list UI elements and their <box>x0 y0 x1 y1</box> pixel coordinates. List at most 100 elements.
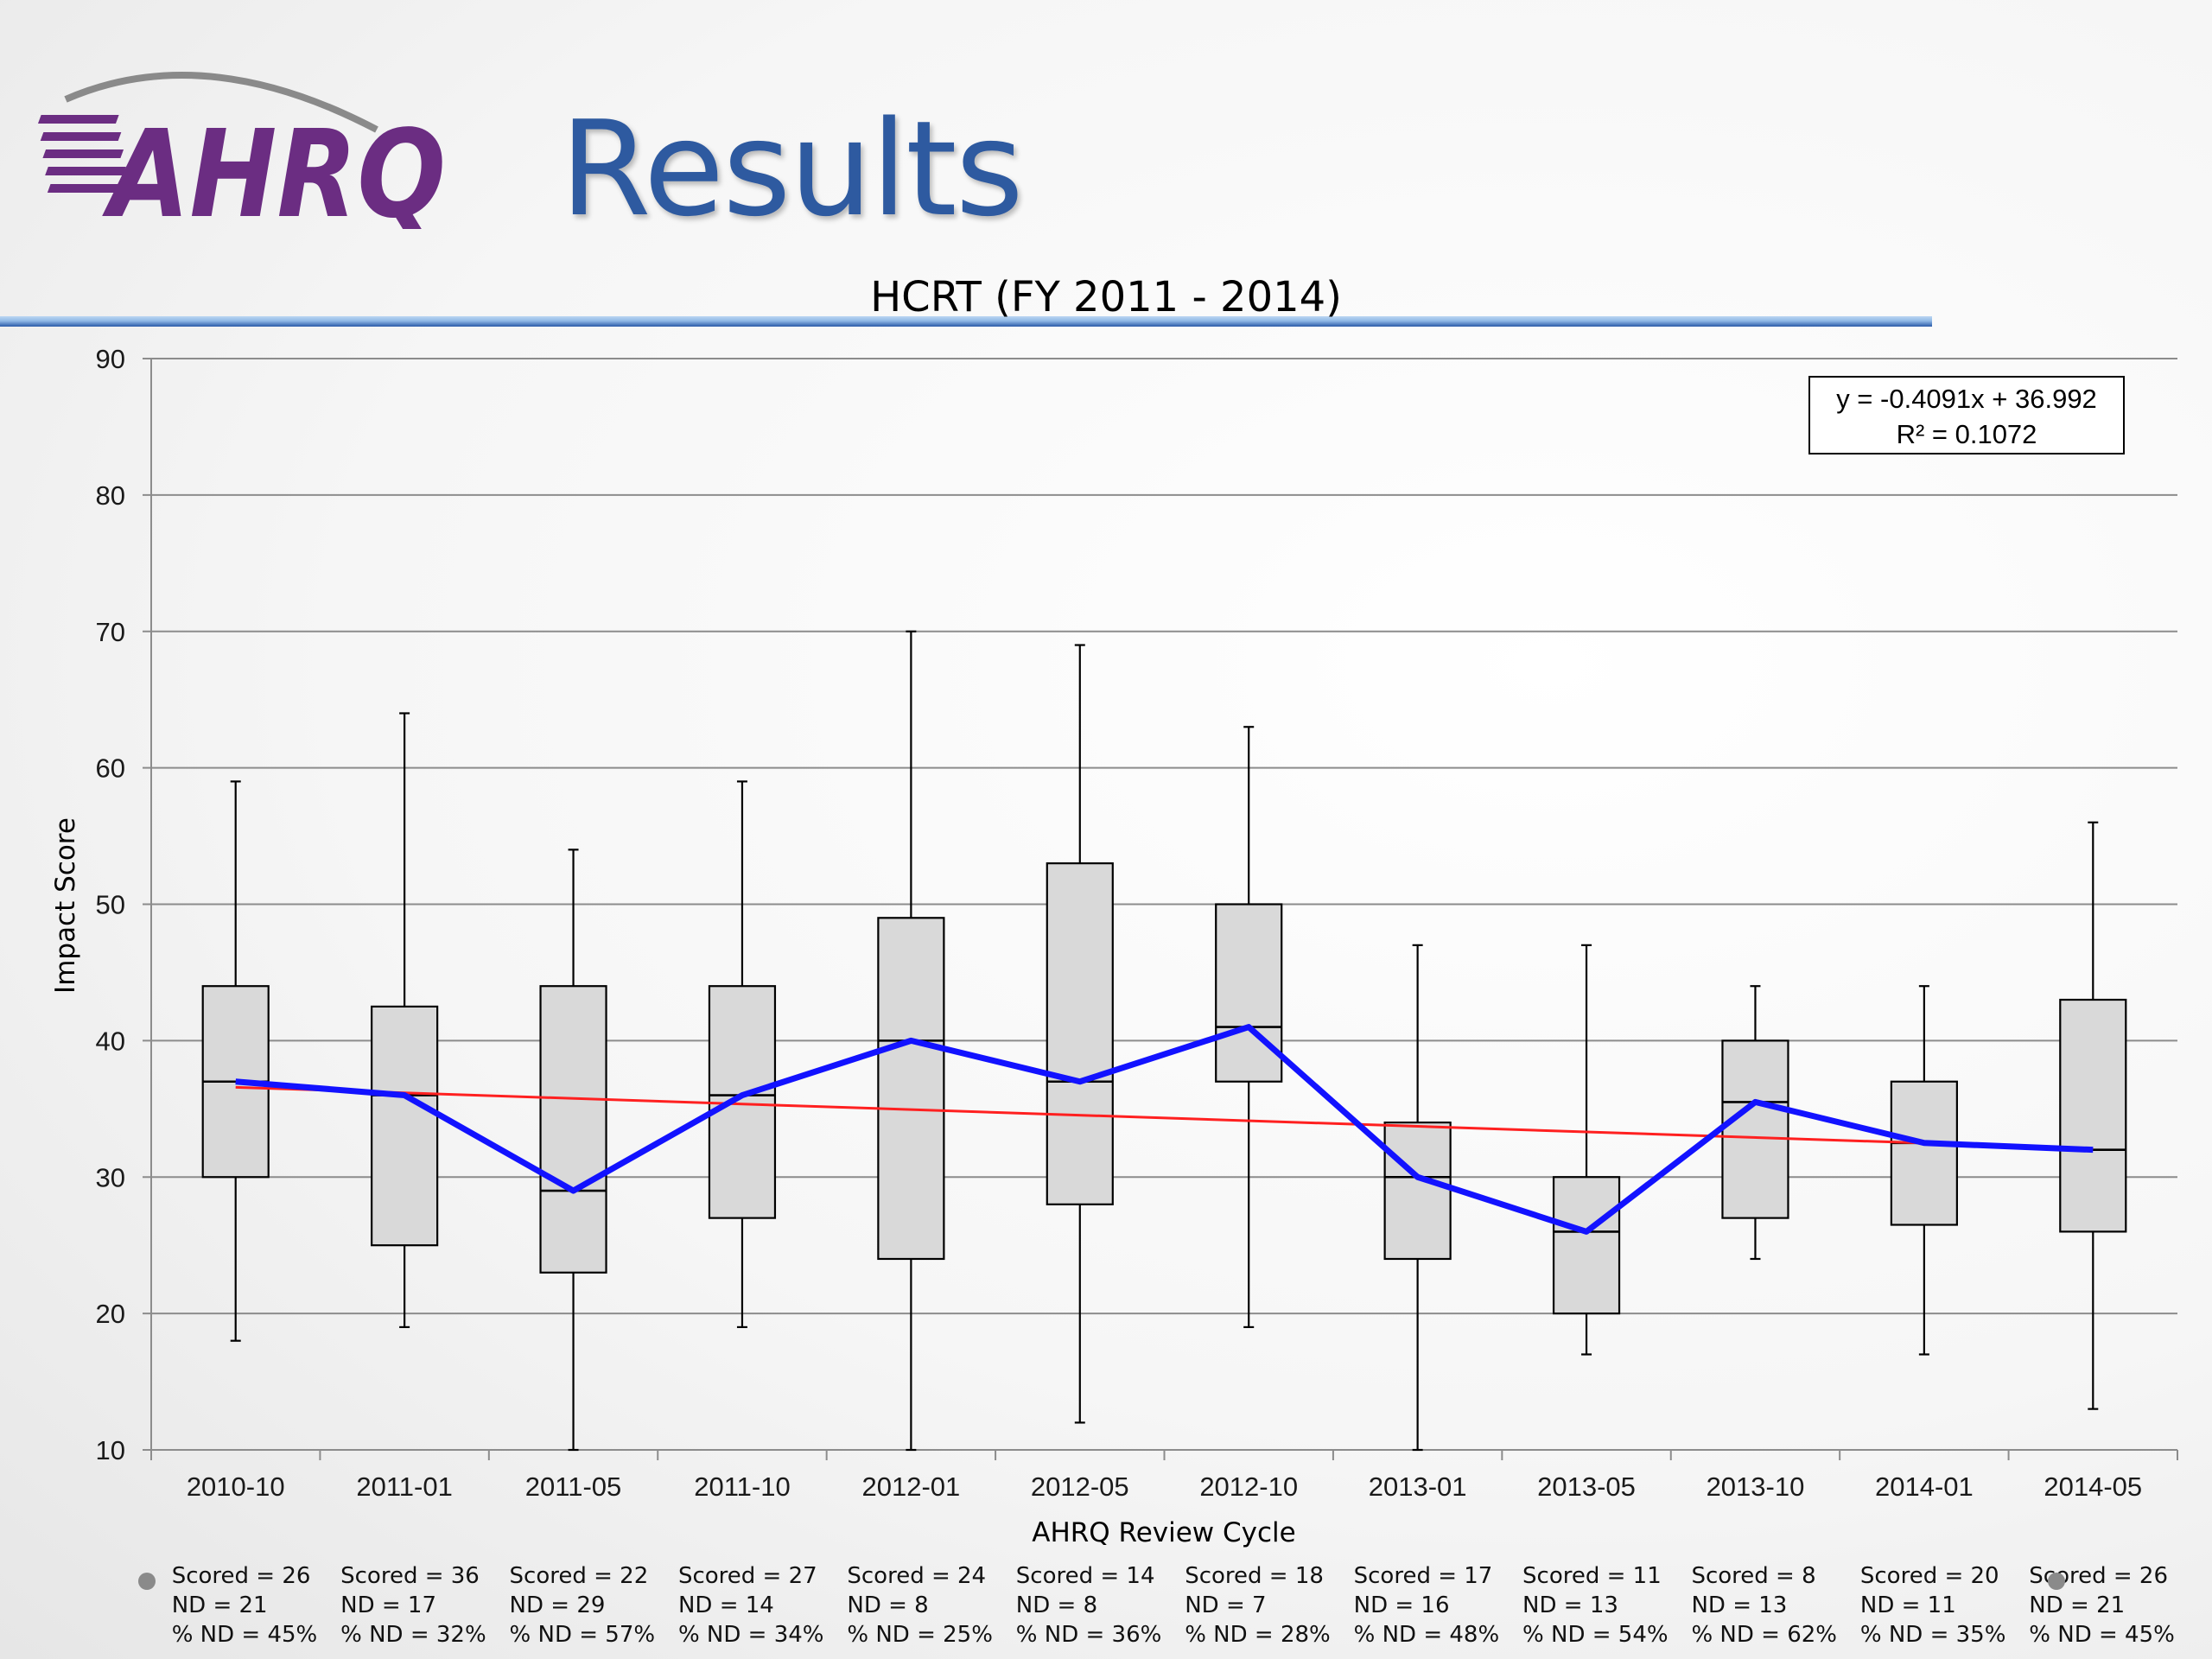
y-tick-label: 60 <box>96 753 125 784</box>
y-tick-label: 40 <box>96 1026 125 1056</box>
x-tick-label: 2011-01 <box>356 1471 452 1502</box>
stats-2014-01: Scored = 20 ND = 11 % ND = 35% <box>1860 1563 2006 1648</box>
box-2013-10 <box>1721 985 1789 1261</box>
x-tick-label: 2014-01 <box>1875 1471 1974 1502</box>
x-axis-ticks: 2010-10 2011-01 2011-05 2011-10 2012-01 2012-… <box>150 1450 2178 1502</box>
median-line <box>235 1024 2094 1235</box>
stats-scored: Scored = 22 <box>510 1563 649 1589</box>
box-2013-01 <box>1383 944 1452 1452</box>
box-plot-chart: HCRT (FY 2011 - 2014) 10 20 30 40 50 60 70 80 90… <box>50 273 2178 1648</box>
x-tick-label: 2013-01 <box>1369 1471 1467 1502</box>
x-tick-label: 2013-05 <box>1537 1471 1636 1502</box>
iqr-box <box>1215 903 1283 1083</box>
box-2011-01 <box>371 712 439 1329</box>
iqr-box <box>371 1005 439 1247</box>
x-tick-label: 2011-10 <box>694 1471 790 1502</box>
x-tick-label: 2013-10 <box>1707 1471 1805 1502</box>
stats-nd: ND = 21 <box>2029 1592 2125 1618</box>
y-tick-label: 10 <box>96 1435 125 1465</box>
stats-nd: ND = 14 <box>678 1592 774 1618</box>
stats-pct-nd: % ND = 28% <box>1185 1622 1331 1648</box>
stats-pct-nd: % ND = 57% <box>510 1622 656 1648</box>
stats-nd: ND = 8 <box>847 1592 928 1618</box>
gridlines <box>151 358 2177 1315</box>
page-title: Results <box>560 92 1024 245</box>
chart-title: HCRT (FY 2011 - 2014) <box>870 273 1342 321</box>
x-tick-label: 2014-05 <box>2044 1471 2142 1502</box>
stats-scored: Scored = 11 <box>1522 1563 1662 1589</box>
y-tick-label: 90 <box>96 344 125 374</box>
iqr-box <box>877 917 945 1261</box>
equation-box: y = -0.4091x + 36.992 R² = 0.1072 <box>1808 376 2125 454</box>
box-2014-05 <box>2059 821 2127 1410</box>
stats-scored: Scored = 17 <box>1354 1563 1493 1589</box>
category-stats: Scored = 26 ND = 21 % ND = 45% Scored = 36 N… <box>172 1563 2175 1648</box>
trendline-layer <box>235 1085 2094 1150</box>
x-tick-label: 2012-10 <box>1199 1471 1298 1502</box>
stats-pct-nd: % ND = 45% <box>2029 1622 2175 1648</box>
x-tick-label: 2011-05 <box>525 1471 621 1502</box>
box-2011-05 <box>539 849 607 1452</box>
stats-scored: Scored = 20 <box>1860 1563 1999 1589</box>
stats-2012-10: Scored = 18 ND = 7 % ND = 28% <box>1185 1563 1331 1648</box>
x-tick-label: 2012-05 <box>1031 1471 1129 1502</box>
logo-speed-lines <box>37 115 129 193</box>
stats-scored: Scored = 14 <box>1016 1563 1155 1589</box>
y-tick-label: 50 <box>96 890 125 920</box>
stats-nd: ND = 8 <box>1016 1592 1097 1618</box>
iqr-box <box>539 985 607 1274</box>
equation-frame <box>1808 376 2125 454</box>
stats-2013-10: Scored = 8 ND = 13 % ND = 62% <box>1691 1563 1837 1648</box>
stats-2012-01: Scored = 24 ND = 8 % ND = 25% <box>847 1563 993 1648</box>
stats-scored: Scored = 27 <box>678 1563 817 1589</box>
iqr-box <box>1383 1121 1452 1261</box>
stats-pct-nd: % ND = 36% <box>1016 1622 1162 1648</box>
y-tick-label: 20 <box>96 1299 125 1329</box>
x-axis-title: AHRQ Review Cycle <box>1032 1517 1296 1548</box>
stats-pct-nd: % ND = 62% <box>1691 1622 1837 1648</box>
stats-nd: ND = 13 <box>1691 1592 1787 1618</box>
stats-2010-10: Scored = 26 ND = 21 % ND = 45% <box>172 1563 318 1648</box>
y-axis-ticks: 10 20 30 40 50 60 70 80 90 <box>96 344 151 1465</box>
stats-scored: Scored = 26 <box>172 1563 311 1589</box>
stats-nd: ND = 13 <box>1522 1592 1618 1618</box>
stats-2013-05: Scored = 11 ND = 13 % ND = 54% <box>1522 1563 1669 1648</box>
y-tick-label: 70 <box>96 617 125 647</box>
iqr-box <box>1552 1176 1621 1315</box>
median-line-layer <box>235 1024 2094 1235</box>
stats-nd: ND = 11 <box>1860 1592 1956 1618</box>
iqr-box <box>1890 1080 1958 1226</box>
y-tick-label: 30 <box>96 1162 125 1192</box>
logo-swoosh <box>64 72 378 133</box>
iqr-box <box>2059 998 2127 1233</box>
y-tick-label: 80 <box>96 480 125 511</box>
stats-pct-nd: % ND = 48% <box>1354 1622 1500 1648</box>
trendline <box>235 1085 2094 1150</box>
stats-2013-01: Scored = 17 ND = 16 % ND = 48% <box>1354 1563 1500 1648</box>
box-2012-05 <box>1046 644 1114 1424</box>
stats-nd: ND = 7 <box>1185 1592 1266 1618</box>
stats-scored: Scored = 18 <box>1185 1563 1324 1589</box>
box-2013-05 <box>1552 944 1621 1356</box>
stats-pct-nd: % ND = 54% <box>1522 1622 1669 1648</box>
trend-equation: y = -0.4091x + 36.992 <box>1836 384 2097 414</box>
stats-nd: ND = 17 <box>340 1592 436 1618</box>
title-rule <box>0 316 1932 327</box>
x-tick-label: 2012-01 <box>861 1471 960 1502</box>
stats-nd: ND = 16 <box>1354 1592 1450 1618</box>
stats-pct-nd: % ND = 32% <box>340 1622 486 1648</box>
stats-pct-nd: % ND = 25% <box>847 1622 993 1648</box>
stats-scored: Scored = 8 <box>1691 1563 1815 1589</box>
stats-scored: Scored = 36 <box>340 1563 480 1589</box>
stats-nd: ND = 29 <box>510 1592 606 1618</box>
stats-2011-10: Scored = 27 ND = 14 % ND = 34% <box>678 1563 824 1648</box>
stats-nd: ND = 21 <box>172 1592 268 1618</box>
y-axis-title: Impact Score <box>50 817 81 994</box>
iqr-box <box>1046 862 1114 1205</box>
bullet-marker <box>2048 1573 2065 1590</box>
iqr-box <box>1721 1039 1789 1219</box>
box-2010-10 <box>201 780 270 1342</box>
bullet-marker <box>138 1573 156 1590</box>
boxes <box>201 630 2127 1452</box>
